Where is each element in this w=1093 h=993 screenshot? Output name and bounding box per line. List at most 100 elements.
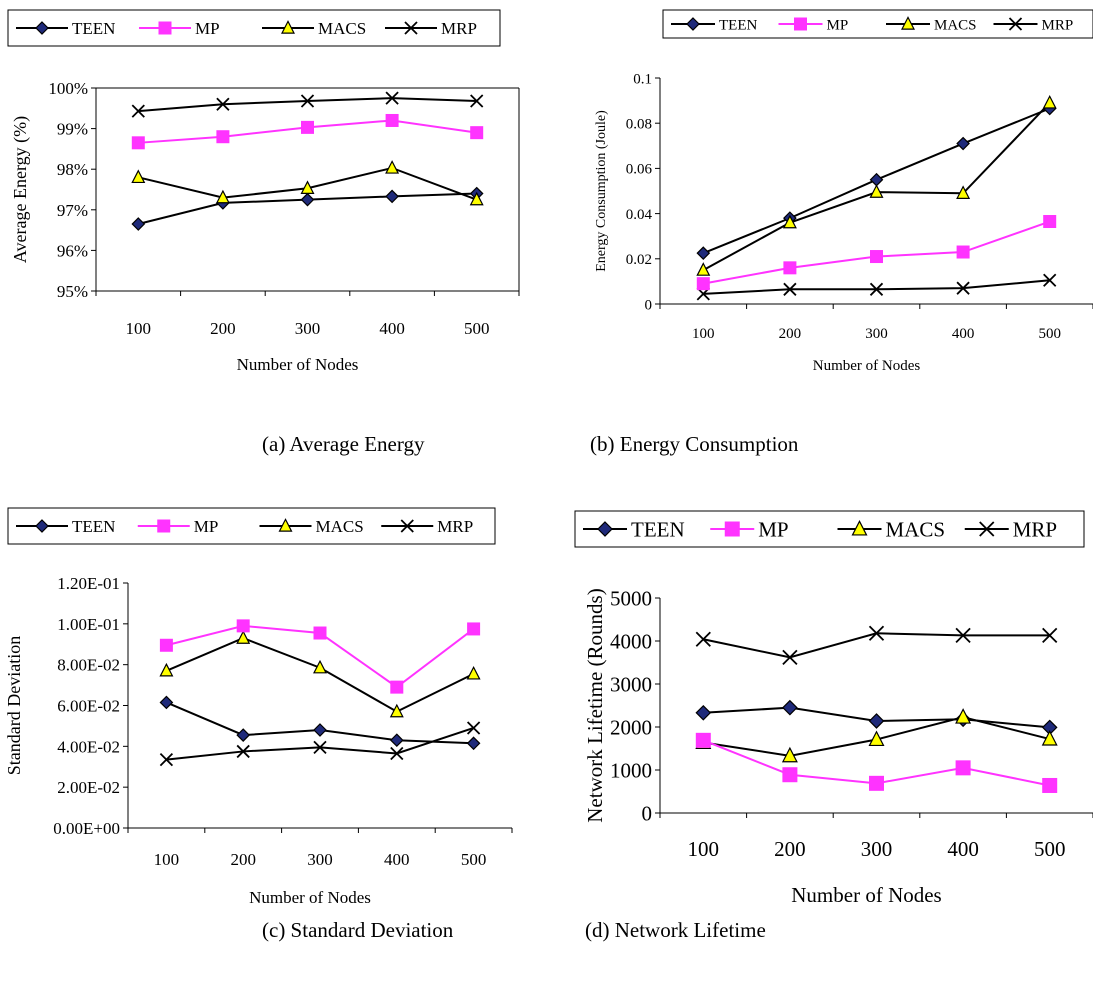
y-tick-label: 100%	[48, 79, 88, 98]
data-point-mp	[237, 620, 249, 632]
data-point-mrp	[783, 650, 797, 664]
y-tick-label: 0	[642, 801, 653, 825]
legend-marker-mp	[158, 520, 170, 532]
y-tick-label: 0.00E+00	[53, 819, 120, 838]
series-teen	[697, 103, 1055, 260]
data-point-macs	[697, 264, 709, 276]
data-point-mp	[870, 776, 884, 790]
series-teen	[160, 696, 479, 749]
series-line-mrp	[703, 633, 1049, 657]
legend: TEEN MP MACS MRP	[8, 10, 500, 46]
x-tick-label: 400	[384, 850, 410, 869]
data-point-macs	[956, 709, 970, 723]
data-point-teen	[391, 734, 403, 746]
data-point-mrp	[468, 722, 480, 734]
x-axis-title: Number of Nodes	[237, 355, 359, 374]
data-point-teen	[957, 138, 969, 150]
x-tick-label: 200	[774, 837, 806, 861]
legend-marker-mp	[159, 22, 171, 34]
y-tick-label: 99%	[57, 120, 88, 139]
series-line-macs	[166, 638, 473, 712]
data-point-mp	[696, 733, 710, 747]
legend-label-macs: MACS	[318, 19, 366, 38]
legend-label-teen: TEEN	[72, 517, 115, 536]
series-mp	[160, 620, 479, 693]
y-tick-label: 0.06	[626, 162, 653, 178]
x-tick-label: 200	[210, 319, 236, 338]
chart-panel-b: 0 0.02 0.04 0.06 0.08 0.1 100 200 300 400 500 Numbe…	[594, 10, 1093, 374]
data-point-mp	[132, 137, 144, 149]
y-axis-title: Standard Deviation	[4, 636, 24, 775]
x-tick-label: 100	[126, 319, 152, 338]
x-tick-label: 500	[1038, 326, 1061, 342]
x-tick-label: 400	[947, 837, 979, 861]
series-teen	[696, 701, 1056, 735]
y-tick-label: 0	[645, 297, 653, 313]
x-tick-label: 300	[861, 837, 893, 861]
legend-label-teen: TEEN	[72, 19, 115, 38]
data-point-teen	[314, 724, 326, 736]
data-point-mp	[160, 639, 172, 651]
legend-label-macs: MACS	[316, 517, 364, 536]
legend-marker-mp	[725, 522, 739, 536]
legend-label-teen: TEEN	[719, 17, 757, 33]
legend: TEEN MP MACS MRP	[8, 508, 495, 544]
series-mrp	[697, 274, 1055, 300]
y-tick-label: 5000	[610, 586, 652, 610]
series-mrp	[132, 92, 482, 117]
legend-label-macs: MACS	[886, 518, 946, 542]
y-tick-label: 6.00E-02	[57, 696, 120, 715]
y-tick-label: 4.00E-02	[57, 737, 120, 756]
data-point-teen	[696, 706, 710, 720]
series-mrp	[696, 626, 1056, 664]
x-tick-label: 300	[865, 326, 888, 342]
caption-c: (c) Standard Deviation	[262, 918, 453, 943]
data-point-teen	[783, 701, 797, 715]
y-tick-label: 1000	[610, 758, 652, 782]
x-tick-label: 100	[154, 850, 180, 869]
data-point-teen	[468, 737, 480, 749]
data-point-macs	[237, 632, 249, 644]
series-line-teen	[166, 702, 473, 743]
y-tick-label: 8.00E-02	[57, 656, 120, 675]
data-point-mp	[957, 246, 969, 258]
x-tick-label: 500	[1034, 837, 1066, 861]
data-point-teen	[870, 714, 884, 728]
data-point-macs	[468, 667, 480, 679]
caption-b: (b) Energy Consumption	[590, 432, 798, 457]
data-point-teen	[132, 218, 144, 230]
caption-d: (d) Network Lifetime	[585, 918, 766, 943]
x-axis-title: Number of Nodes	[813, 358, 921, 374]
y-tick-label: 3000	[610, 672, 652, 696]
data-point-macs	[132, 171, 144, 183]
x-tick-label: 300	[307, 850, 333, 869]
series-mp	[132, 114, 482, 148]
data-point-mp	[468, 623, 480, 635]
data-point-mp	[871, 251, 883, 263]
y-tick-label: 96%	[57, 241, 88, 260]
y-axis-title: Average Energy (%)	[10, 116, 31, 263]
y-axis-title: Network Lifetime (Rounds)	[583, 588, 607, 822]
legend-label-mp: MP	[194, 517, 219, 536]
data-point-mp	[391, 681, 403, 693]
data-point-mp	[314, 627, 326, 639]
data-point-mp	[784, 262, 796, 274]
x-tick-label: 100	[688, 837, 720, 861]
series-line-mrp	[703, 280, 1049, 294]
legend-label-mrp: MRP	[1042, 17, 1074, 33]
data-point-mp	[956, 761, 970, 775]
y-tick-label: 1.20E-01	[57, 574, 120, 593]
data-point-mp	[1043, 778, 1057, 792]
legend: TEEN MP MACS MRP	[575, 511, 1084, 547]
data-point-macs	[1044, 96, 1056, 108]
data-point-teen	[386, 190, 398, 202]
y-tick-label: 0.1	[633, 71, 652, 87]
data-point-teen	[160, 696, 172, 708]
data-point-teen	[697, 247, 709, 259]
x-tick-label: 300	[295, 319, 321, 338]
x-tick-label: 400	[952, 326, 975, 342]
x-tick-label: 400	[379, 319, 405, 338]
y-tick-label: 2.00E-02	[57, 778, 120, 797]
data-point-mp	[1044, 216, 1056, 228]
